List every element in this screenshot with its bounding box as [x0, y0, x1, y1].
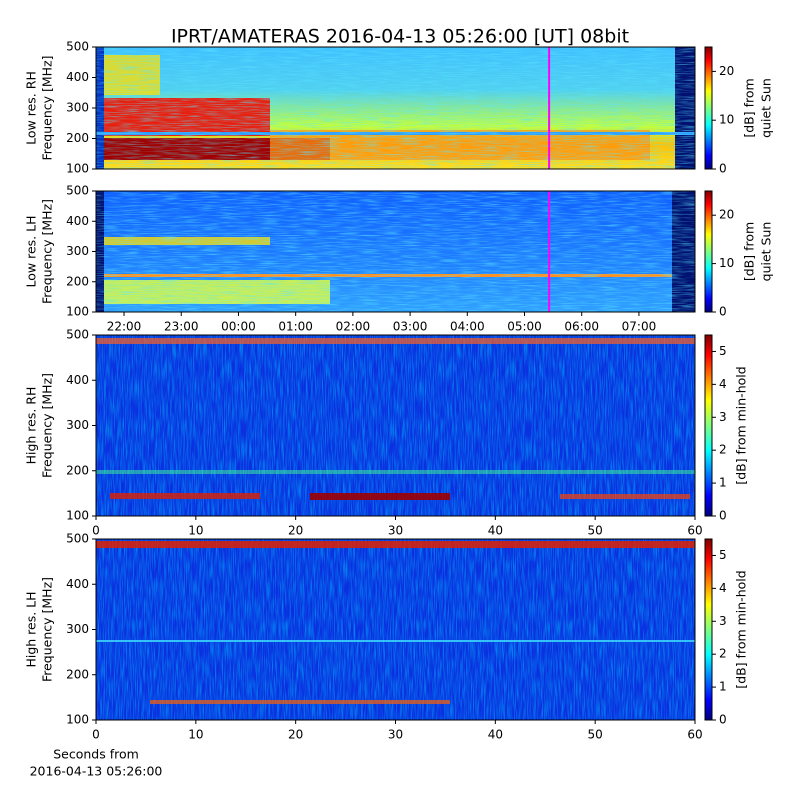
y-tick-label: 500 [66, 184, 89, 198]
y-axis-label: Frequency [MHz] [40, 199, 55, 304]
y-tick-label: 400 [66, 577, 89, 591]
colorbar-label: quiet Sun [759, 222, 774, 282]
x-tick-label: 40 [488, 728, 503, 742]
colorbar-tick-label: 2 [719, 647, 727, 661]
y-tick-label: 200 [66, 131, 89, 145]
y-tick-label: 200 [66, 463, 89, 477]
y-tick-label: 300 [66, 244, 89, 258]
colorbar [704, 190, 713, 313]
y-axis-label: Low res. RH [24, 71, 39, 145]
colorbar-tick-label: 10 [719, 256, 734, 270]
y-axis-label: Frequency [MHz] [40, 55, 55, 160]
colorbar-tick-label: 1 [719, 476, 727, 490]
x-tick-label: 03:00 [393, 320, 428, 334]
colorbar-tick-label: 2 [719, 443, 727, 457]
x-tick-label: 10 [188, 728, 203, 742]
y-axis-label: Low res. LH [24, 216, 39, 288]
x-tick-label: 22:00 [107, 320, 142, 334]
colorbar-label: [dB] from min-hold [734, 570, 749, 688]
colorbar-tick-label: 0 [719, 713, 727, 727]
colorbar-tick-label: 5 [719, 548, 727, 562]
chart-title: IPRT/AMATERAS 2016-04-13 05:26:00 [UT] 0… [171, 26, 629, 48]
y-tick-label: 400 [66, 70, 89, 84]
y-tick-label: 500 [66, 532, 89, 546]
colorbar-tick-label: 3 [719, 410, 727, 424]
y-tick-label: 100 [66, 305, 89, 319]
x-tick-label: 50 [588, 728, 603, 742]
y-tick-label: 500 [66, 328, 89, 342]
colorbar-tick-label: 10 [719, 113, 734, 127]
x-tick-label: 23:00 [164, 320, 199, 334]
y-tick-label: 200 [66, 667, 89, 681]
colorbar-tick-label: 4 [719, 377, 727, 391]
x-tick-label: 06:00 [564, 320, 599, 334]
x-tick-label: 10 [188, 524, 203, 538]
y-tick-label: 100 [66, 509, 89, 523]
x-tick-label: 60 [687, 728, 702, 742]
y-tick-label: 100 [66, 162, 89, 176]
x-tick-label: 05:00 [507, 320, 542, 334]
colorbar-tick-label: 0 [719, 509, 727, 523]
y-axis-label: Frequency [MHz] [40, 577, 55, 682]
colorbar-tick-label: 0 [719, 162, 727, 176]
y-tick-label: 400 [66, 214, 89, 228]
y-axis-label: Frequency [MHz] [40, 373, 55, 478]
x-tick-label: 02:00 [336, 320, 371, 334]
colorbar-tick-label: 0 [719, 305, 727, 319]
x-tick-label: 40 [488, 524, 503, 538]
y-axis-label: High res. RH [24, 387, 39, 465]
x-tick-label: 20 [288, 728, 303, 742]
y-tick-label: 200 [66, 274, 89, 288]
colorbar [704, 538, 713, 721]
y-tick-label: 300 [66, 622, 89, 636]
x-tick-label: 30 [388, 728, 403, 742]
x-tick-label: 50 [588, 524, 603, 538]
y-tick-label: 100 [66, 713, 89, 727]
y-axis-label: High res. LH [24, 591, 39, 667]
y-tick-label: 300 [66, 418, 89, 432]
x-tick-label: 00:00 [221, 320, 256, 334]
x-tick-label: 07:00 [622, 320, 657, 334]
x-tick-label: 20 [288, 524, 303, 538]
x-tick-label: 04:00 [450, 320, 485, 334]
x-tick-label: 30 [388, 524, 403, 538]
colorbar [704, 334, 713, 517]
colorbar-label: [dB] from [742, 222, 757, 281]
colorbar-label: [dB] from min-hold [734, 366, 749, 484]
x-tick-label: 0 [92, 524, 100, 538]
x-axis-label: 2016-04-13 05:26:00 [30, 764, 163, 779]
y-tick-label: 500 [66, 40, 89, 54]
colorbar-label: quiet Sun [759, 78, 774, 138]
spectrogram-image [96, 47, 695, 720]
x-tick-label: 0 [92, 728, 100, 742]
colorbar [704, 46, 713, 170]
colorbar-label: [dB] from [742, 78, 757, 137]
colorbar-tick-label: 20 [719, 208, 734, 222]
y-tick-label: 300 [66, 101, 89, 115]
x-axis-label: Seconds from [53, 747, 139, 762]
colorbar-tick-label: 5 [719, 344, 727, 358]
x-tick-label: 60 [687, 524, 702, 538]
colorbar-tick-label: 20 [719, 64, 734, 78]
y-tick-label: 400 [66, 373, 89, 387]
x-tick-label: 01:00 [278, 320, 313, 334]
colorbar-tick-label: 4 [719, 581, 727, 595]
colorbar-tick-label: 1 [719, 680, 727, 694]
colorbar-tick-label: 3 [719, 614, 727, 628]
